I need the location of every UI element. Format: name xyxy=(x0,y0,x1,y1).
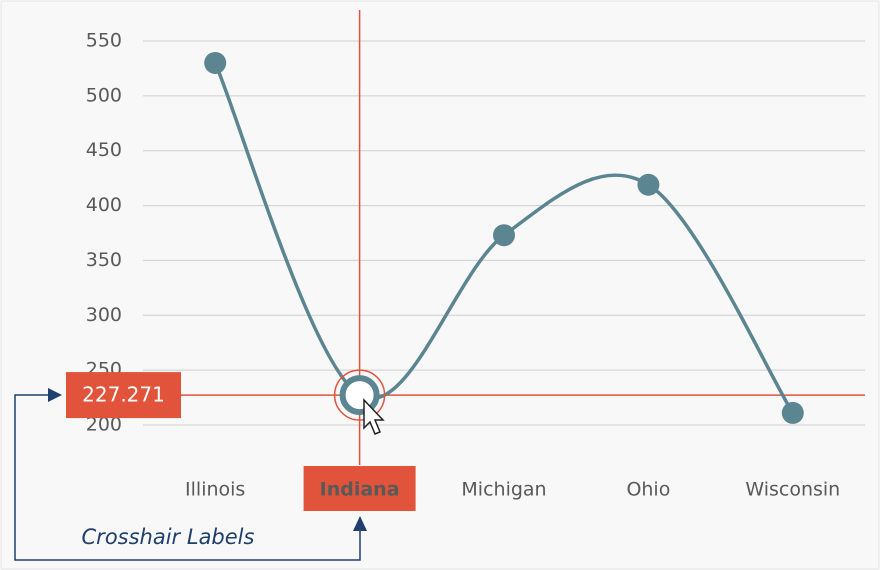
x-tick-label: Indiana xyxy=(320,479,400,501)
highlight-box xyxy=(303,466,416,511)
y-tick-label: 300 xyxy=(86,304,122,326)
crosshair: 227.271 xyxy=(66,10,865,465)
labels: Illinois Indiana Michigan Ohio Wisconsin xyxy=(185,466,840,511)
point xyxy=(493,224,515,247)
x-tick-label: Michigan xyxy=(461,479,546,501)
annotation: Crosshair Labels xyxy=(82,525,255,549)
y-tick-label: 500 xyxy=(86,84,122,106)
arrowhead xyxy=(48,388,62,402)
crosshair-value-label: 227.271 xyxy=(82,383,165,407)
point-halo xyxy=(333,369,386,421)
y-tick-label: 400 xyxy=(86,194,122,216)
x-tick-label: Wisconsin xyxy=(745,479,840,501)
y-tick-label: 200 xyxy=(86,414,122,436)
arrowhead xyxy=(353,516,367,531)
x-tick-label: Ohio xyxy=(626,479,670,501)
x-tick-label: Illinois xyxy=(185,479,245,501)
line xyxy=(213,62,795,414)
point xyxy=(781,401,804,424)
y-tick-label: 350 xyxy=(86,249,122,271)
y-tick-label: 450 xyxy=(86,139,122,161)
y-tick-label: 550 xyxy=(86,30,122,52)
point xyxy=(204,51,227,74)
point xyxy=(637,173,660,196)
connector xyxy=(14,394,361,561)
crosshair-value-box xyxy=(66,372,181,419)
cursor xyxy=(363,398,385,435)
annotation-connectors xyxy=(14,394,361,561)
